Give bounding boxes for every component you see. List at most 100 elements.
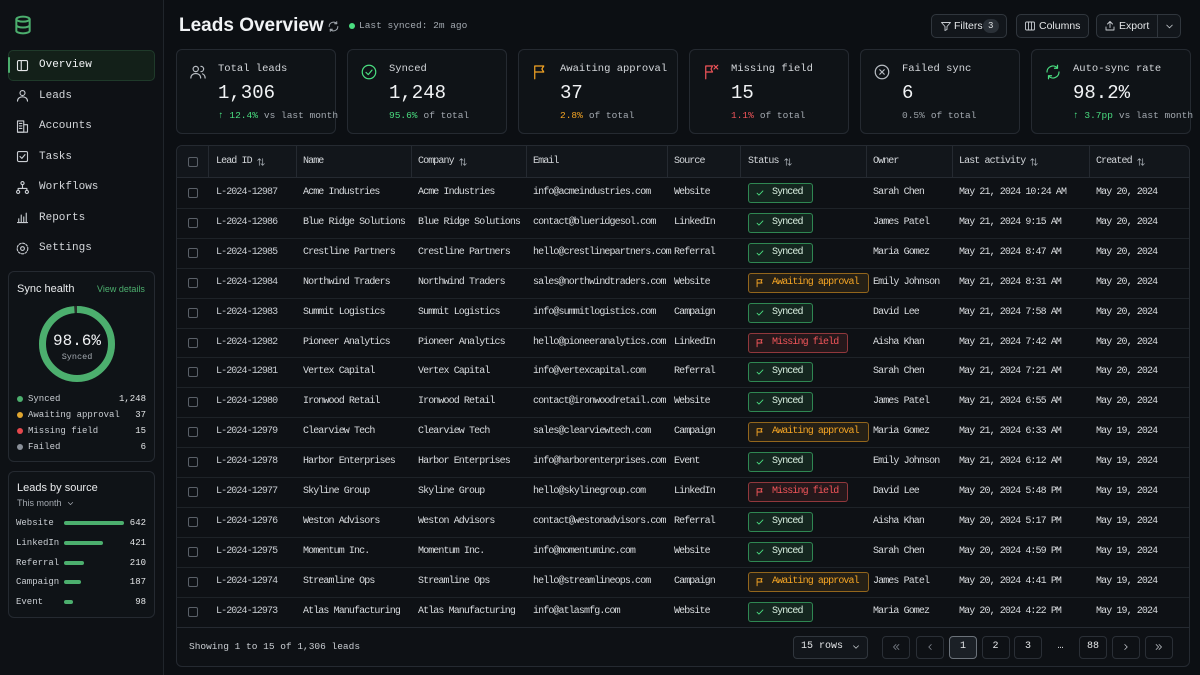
last-page-button[interactable] bbox=[1145, 636, 1173, 659]
nav-item[interactable] bbox=[8, 49, 155, 81]
next-page-button[interactable] bbox=[1112, 636, 1140, 659]
table-cell: May 21, 2024 7:42 AM bbox=[959, 336, 1062, 348]
prev-page-button[interactable] bbox=[916, 636, 944, 659]
column-header: Email bbox=[533, 156, 559, 167]
table-cell: May 19, 2024 bbox=[1096, 605, 1158, 617]
kpi-value: 6 bbox=[902, 82, 914, 104]
icon-shape bbox=[874, 64, 890, 80]
row-checkbox[interactable] bbox=[188, 427, 198, 438]
status-pill bbox=[748, 302, 813, 323]
icon bbox=[756, 459, 764, 465]
legend-value: 1,248 bbox=[118, 394, 146, 404]
legend-label: Missing field bbox=[28, 426, 99, 436]
icon-shape bbox=[756, 519, 764, 525]
icon bbox=[1105, 21, 1115, 31]
table-cell: LinkedIn bbox=[674, 336, 716, 348]
nav-item[interactable] bbox=[8, 80, 155, 111]
icon-shape bbox=[756, 250, 764, 256]
column-separator bbox=[1089, 146, 1090, 178]
legend-dot bbox=[17, 444, 23, 450]
table-cell: info@summitlogistics.com bbox=[533, 306, 656, 318]
source-bar bbox=[64, 600, 74, 605]
row-checkbox[interactable] bbox=[188, 337, 198, 348]
row-checkbox[interactable] bbox=[188, 367, 198, 378]
icon-shape bbox=[16, 59, 28, 71]
first-page-button[interactable] bbox=[882, 636, 910, 659]
page-button[interactable] bbox=[949, 636, 977, 659]
icon bbox=[756, 549, 764, 555]
status-label: Missing field bbox=[772, 486, 839, 497]
row-checkbox[interactable] bbox=[188, 487, 198, 497]
kpi-note: vs last month bbox=[263, 110, 339, 121]
page-number[interactable]: 2 bbox=[992, 641, 999, 652]
source-value: 98 bbox=[135, 597, 146, 608]
table-cell: LinkedIn bbox=[674, 486, 716, 497]
row-checkbox[interactable] bbox=[188, 516, 198, 527]
table-cell: May 20, 2024 bbox=[1096, 246, 1158, 258]
page-button[interactable] bbox=[1079, 636, 1107, 659]
legend-dot bbox=[17, 396, 23, 402]
page-size-select[interactable] bbox=[793, 636, 868, 659]
kpi-card bbox=[518, 49, 678, 134]
icon bbox=[257, 158, 265, 166]
row-checkbox[interactable] bbox=[188, 606, 198, 617]
row-checkbox[interactable] bbox=[188, 546, 198, 557]
icon bbox=[16, 242, 28, 254]
table-cell: May 20, 2024 bbox=[1096, 216, 1158, 228]
table-cell: May 21, 2024 9:15 AM bbox=[959, 216, 1062, 228]
row-checkbox[interactable] bbox=[188, 307, 198, 318]
kpi-label: Missing field bbox=[731, 63, 813, 75]
row-divider bbox=[177, 357, 1189, 359]
table-cell: Crestline Partners bbox=[303, 246, 396, 258]
legend-label: Synced bbox=[28, 394, 61, 404]
nav-item[interactable] bbox=[8, 141, 155, 172]
column-header[interactable]: Status bbox=[748, 156, 779, 167]
icon bbox=[756, 488, 763, 497]
icon-shape bbox=[1124, 644, 1128, 650]
view-details-link[interactable]: View details bbox=[97, 284, 145, 294]
row-checkbox[interactable] bbox=[188, 457, 198, 468]
column-header[interactable]: Last activity bbox=[959, 156, 1026, 167]
icon-shape bbox=[756, 369, 764, 375]
table-cell: May 20, 2024 bbox=[1096, 306, 1158, 318]
page-number[interactable]: 88 bbox=[1086, 641, 1099, 652]
page-button[interactable] bbox=[1014, 636, 1042, 659]
table-cell: Referral bbox=[674, 366, 716, 378]
kpi-card bbox=[1031, 49, 1191, 134]
kpi-note: of total bbox=[588, 110, 635, 121]
icon bbox=[756, 250, 764, 256]
icon-shape bbox=[361, 64, 377, 80]
icon bbox=[1124, 644, 1128, 650]
icon-shape bbox=[257, 158, 265, 166]
row-checkbox[interactable] bbox=[188, 277, 198, 288]
table-card bbox=[176, 145, 1190, 667]
icon-shape bbox=[192, 65, 199, 73]
icon-shape bbox=[16, 242, 28, 254]
row-checkbox[interactable] bbox=[188, 217, 198, 228]
status-label: Synced bbox=[772, 246, 803, 258]
icon bbox=[756, 519, 764, 525]
column-header: Name bbox=[303, 156, 324, 167]
row-checkbox[interactable] bbox=[188, 247, 198, 258]
row-checkbox[interactable] bbox=[188, 397, 198, 408]
column-header[interactable]: Company bbox=[418, 156, 455, 167]
row-checkbox[interactable] bbox=[188, 576, 198, 587]
donut-arc bbox=[39, 306, 115, 382]
page-button[interactable] bbox=[981, 636, 1010, 659]
table-cell: info@atlasmfg.com bbox=[533, 605, 621, 617]
icon-shape bbox=[1105, 21, 1115, 31]
column-separator bbox=[667, 146, 668, 178]
column-header[interactable]: Created bbox=[1096, 156, 1133, 167]
table-cell: Clearview Tech bbox=[303, 426, 375, 438]
icon-shape bbox=[756, 338, 763, 347]
table-cell: L-2024-12984 bbox=[216, 276, 278, 288]
page-number[interactable]: 3 bbox=[1024, 641, 1031, 652]
icon bbox=[67, 501, 73, 505]
row-checkbox[interactable] bbox=[188, 188, 198, 198]
page-number[interactable]: 1 bbox=[959, 641, 966, 652]
icon-shape bbox=[879, 69, 885, 75]
column-header[interactable]: Lead ID bbox=[216, 156, 253, 167]
icon-shape bbox=[1046, 65, 1060, 79]
select-all-checkbox[interactable] bbox=[188, 157, 198, 167]
column-separator bbox=[411, 146, 412, 178]
